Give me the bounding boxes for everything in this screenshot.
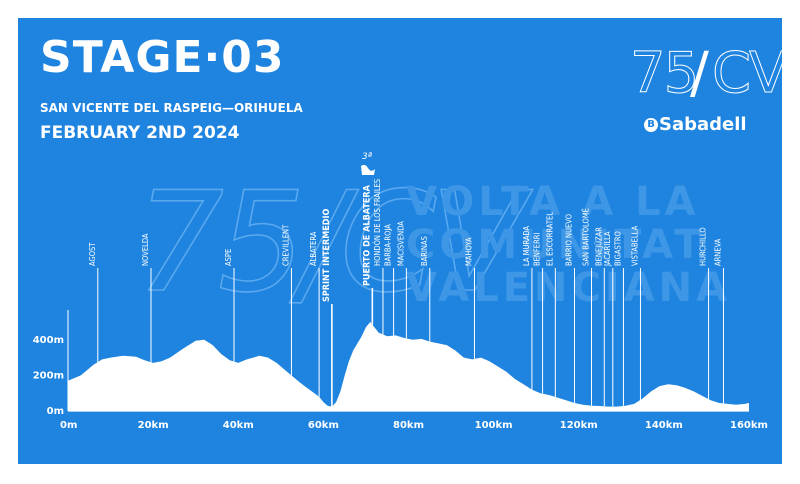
waypoint-label: PUERTO DE ALBATERA bbox=[362, 184, 372, 286]
waypoint-label: LA MURADA bbox=[522, 225, 531, 266]
elevation-profile-chart: AGOST NOVELDA ASPE CREVILLENT ALBATERA SPRINT… bbox=[33, 179, 768, 431]
stage-date: FEBRUARY 2ND 2024 bbox=[40, 123, 240, 143]
x-tick-label: 0m bbox=[60, 420, 77, 431]
waypoint-label: BENEJÚZAR bbox=[594, 227, 603, 266]
watermark-line-3: VALENCIANA bbox=[406, 265, 731, 311]
x-tick-label: 160km bbox=[730, 420, 768, 431]
waypoint-label: BARINAS bbox=[420, 236, 429, 266]
x-tick-labels: 0m 20km 40km 60km 80km 100km 120km 140km 160km bbox=[60, 420, 768, 431]
elevation-profile-area bbox=[68, 322, 749, 411]
watermark-mark: 75/CV bbox=[136, 162, 533, 323]
y-tick-label: 200m bbox=[33, 370, 64, 381]
x-tick-label: 140km bbox=[645, 420, 683, 431]
waypoint-label: HONDÓN DE LOS FRAILES bbox=[373, 179, 382, 266]
waypoint-lines bbox=[97, 268, 724, 407]
waypoint-labels: AGOST NOVELDA ASPE CREVILLENT ALBATERA SPRINT… bbox=[88, 179, 723, 302]
x-tick-label: 60km bbox=[308, 420, 339, 431]
waypoint-label: BENFERRI bbox=[533, 233, 542, 266]
watermark-line-1: VOLTA A LA bbox=[406, 179, 700, 225]
waypoint-label: HURCHILLO bbox=[699, 227, 708, 266]
climb-category-icon bbox=[361, 164, 375, 175]
waypoint-label: NOVELDA bbox=[141, 233, 150, 266]
waypoint-label: VISTABELLA bbox=[630, 225, 639, 266]
waypoint-label: CREVILLENT bbox=[281, 224, 290, 266]
waypoint-label: SPRINT INTERMEDIO bbox=[322, 208, 332, 302]
x-tick-label: 80km bbox=[393, 420, 424, 431]
y-tick-label: 400m bbox=[33, 335, 64, 346]
sponsor-name: Sabadell bbox=[659, 114, 747, 135]
waypoint-label: ARNEVA bbox=[713, 238, 722, 266]
waypoint-label: BARBA-ROJA bbox=[384, 224, 393, 266]
waypoint-label: MAHOYA bbox=[464, 237, 473, 266]
sabadell-icon: B bbox=[644, 118, 658, 132]
waypoint-label: AGOST bbox=[88, 242, 97, 266]
logo-number: 75 bbox=[629, 41, 699, 106]
y-tick-labels: 0m 200m 400m bbox=[33, 335, 64, 417]
x-tick-label: 40km bbox=[223, 420, 254, 431]
waypoint-label: JACARILLA bbox=[603, 231, 612, 267]
watermark: 75/CV VOLTA A LA COMUNITAT VALENCIANA bbox=[135, 161, 731, 324]
x-tick-label: 120km bbox=[560, 420, 598, 431]
watermark-line-2: COMUNITAT bbox=[406, 222, 705, 268]
stage-panel: 75/CV VOLTA A LA COMUNITAT VALENCIANA ST… bbox=[18, 18, 782, 464]
y-tick-label: 0m bbox=[47, 406, 64, 417]
waypoint-label: ALBATERA bbox=[309, 231, 318, 266]
waypoint-label: ASPE bbox=[224, 249, 233, 266]
stage-title: STAGE·03 bbox=[40, 32, 285, 83]
waypoint-label: EL ESCORRATEL bbox=[545, 212, 554, 266]
waypoint-label: MACISVENDA bbox=[396, 221, 405, 266]
stage-route: SAN VICENTE DEL RASPEIG—ORIHUELA bbox=[40, 101, 303, 115]
waypoint-label: BARRIO NUEVO bbox=[564, 214, 573, 266]
logo-letters: CV bbox=[711, 41, 782, 106]
logo-separator: / bbox=[690, 41, 709, 106]
x-tick-label: 20km bbox=[138, 420, 169, 431]
x-tick-label: 100km bbox=[475, 420, 513, 431]
waypoint-label: BIGASTRO bbox=[613, 231, 622, 266]
waypoint-label: SAN BARTOLOMÉ bbox=[582, 208, 591, 266]
climb-category-label: 3ª bbox=[362, 152, 372, 162]
